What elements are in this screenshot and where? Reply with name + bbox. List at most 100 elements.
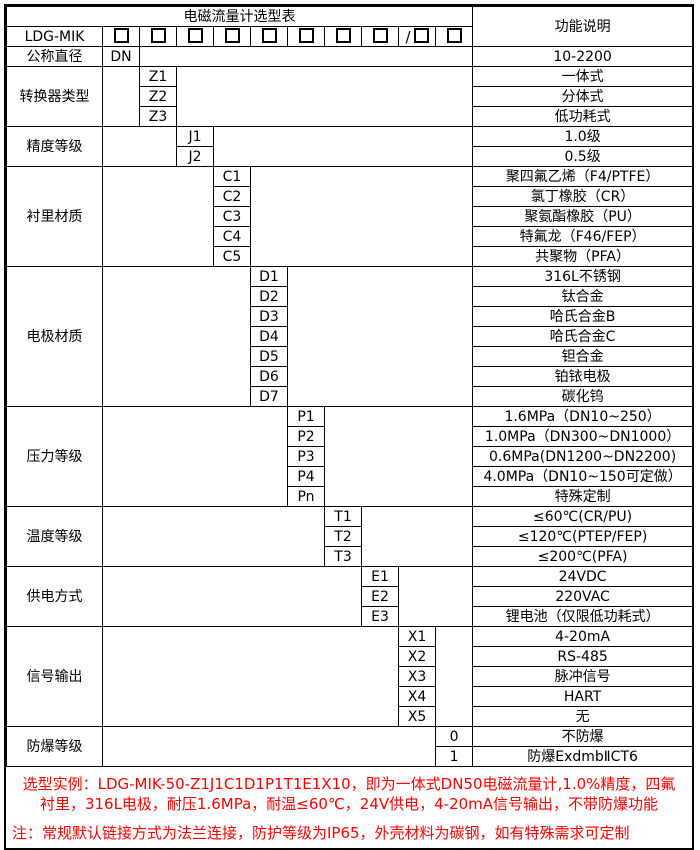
desc-e3: 锂电池（仅限低功耗式） bbox=[472, 606, 694, 627]
desc-x3: 脉冲信号 bbox=[472, 666, 694, 687]
desc-t1: ≤60℃(CR/PU) bbox=[472, 506, 694, 527]
table-row: 转换器类型 Z1 一体式 bbox=[6, 66, 694, 127]
table-row: T3 ≤200℃(PFA) bbox=[7, 546, 694, 567]
code-p2: P2 bbox=[287, 426, 325, 447]
code-x4: X4 bbox=[398, 686, 436, 707]
table-row: T2 ≤120℃(PTEP/FEP) bbox=[7, 526, 694, 547]
code-x5: X5 bbox=[398, 706, 436, 727]
section-label-accuracy-grade: 精度等级 bbox=[6, 126, 103, 167]
table-row: Pn 特殊定制 bbox=[7, 486, 694, 507]
checkbox-icon bbox=[335, 27, 351, 43]
empty-cell bbox=[102, 566, 362, 627]
empty-cell bbox=[102, 726, 436, 767]
model-code-cell-2 bbox=[139, 26, 177, 47]
code-p3: P3 bbox=[287, 446, 325, 467]
desc-d2: 钛合金 bbox=[472, 286, 694, 307]
model-code-cell-7 bbox=[324, 26, 362, 47]
desc-c3: 聚氨酯橡胶（PU） bbox=[472, 206, 694, 227]
code-d5: D5 bbox=[250, 346, 288, 367]
code-x1: X1 bbox=[398, 626, 436, 647]
empty-cell bbox=[212, 126, 474, 167]
desc-x2: RS-485 bbox=[472, 646, 694, 667]
desc-t3: ≤200℃(PFA) bbox=[472, 546, 694, 567]
checkbox-icon bbox=[446, 27, 462, 43]
table-row: 精度等级 J1 1.0级 bbox=[6, 126, 694, 167]
checkbox-icon bbox=[298, 27, 314, 43]
page-title: 电磁流量计选型表 bbox=[5, 6, 474, 27]
desc-c2: 氯丁橡胶（CR） bbox=[472, 186, 694, 207]
selection-example-note: 选型实例：LDG-MIK-50-Z1J1C1D1P1T1E1X10，即为一体式D… bbox=[22, 775, 676, 813]
table-row: P4 4.0MPa（DN10~150可定做） bbox=[7, 466, 694, 487]
desc-dn: 10-2200 bbox=[472, 46, 694, 67]
section-label-signal-output: 信号输出 bbox=[6, 626, 103, 727]
code-p4: P4 bbox=[287, 466, 325, 487]
section-label-electrode-material: 电极材质 bbox=[6, 266, 103, 407]
table-row: P2 1.0MPa（DN300~DN1000） bbox=[7, 426, 694, 447]
desc-e1: 24VDC bbox=[472, 566, 694, 587]
code-pn: Pn bbox=[287, 486, 325, 507]
checkbox-icon bbox=[224, 27, 240, 43]
desc-pn: 特殊定制 bbox=[472, 486, 694, 507]
empty-cell bbox=[323, 406, 474, 507]
table-row: X3 脉冲信号 bbox=[7, 666, 694, 687]
code-c5: C5 bbox=[213, 246, 251, 267]
code-d1: D1 bbox=[250, 266, 288, 287]
desc-c1: 聚四氟乙烯（F4/PTFE） bbox=[472, 166, 694, 187]
model-code-cell-3 bbox=[176, 26, 214, 47]
empty-cell bbox=[102, 626, 399, 727]
empty-cell bbox=[102, 266, 251, 407]
code-e3: E3 bbox=[361, 606, 399, 627]
desc-d4: 哈氏合金C bbox=[472, 326, 694, 347]
empty-cell bbox=[138, 46, 474, 67]
empty-cell bbox=[286, 266, 474, 407]
model-code-cell-4 bbox=[213, 26, 251, 47]
table-row: 1 防爆ExdmbⅡCT6 bbox=[7, 746, 694, 767]
code-d6: D6 bbox=[250, 366, 288, 387]
code-j2: J2 bbox=[176, 146, 214, 167]
section-label-pressure-grade: 压力等级 bbox=[6, 406, 103, 507]
empty-cell bbox=[102, 406, 288, 507]
code-t2: T2 bbox=[324, 526, 362, 547]
empty-cell bbox=[102, 166, 214, 267]
code-e1: E1 bbox=[361, 566, 399, 587]
desc-d3: 哈氏合金B bbox=[472, 306, 694, 327]
desc-z2: 分体式 bbox=[472, 86, 694, 107]
desc-p1: 1.6MPa（DN10~250） bbox=[472, 406, 694, 427]
desc-c5: 共聚物（PFA） bbox=[472, 246, 694, 267]
model-code-cell-10 bbox=[434, 26, 474, 47]
table-row: D3 哈氏合金B bbox=[7, 306, 694, 327]
code-d7: D7 bbox=[250, 386, 288, 407]
table-row: D7 碳化钨 bbox=[7, 386, 694, 407]
code-dn: DN bbox=[102, 46, 140, 67]
code-d2: D2 bbox=[250, 286, 288, 307]
desc-x4: HART bbox=[472, 686, 694, 707]
code-e2: E2 bbox=[361, 586, 399, 607]
table-row: E2 220VAC bbox=[7, 586, 694, 607]
desc-j2: 0.5级 bbox=[472, 146, 694, 167]
checkbox-icon bbox=[113, 27, 129, 43]
code-c1: C1 bbox=[213, 166, 251, 187]
table-row: 公称直径 DN 10-2200 bbox=[6, 46, 694, 67]
code-z3: Z3 bbox=[139, 106, 177, 127]
desc-1: 防爆ExdmbⅡCT6 bbox=[472, 746, 694, 767]
model-code-cell-8 bbox=[361, 26, 399, 47]
checkbox-icon bbox=[372, 27, 388, 43]
section-label-lining-material: 衬里材质 bbox=[6, 166, 103, 267]
code-c3: C3 bbox=[213, 206, 251, 227]
model-code-cell-9: / bbox=[398, 26, 436, 47]
model-code-cell-5 bbox=[250, 26, 288, 47]
table-row: 压力等级 P1 1.6MPa（DN10~250） bbox=[6, 406, 694, 507]
empty-cell bbox=[175, 66, 474, 127]
desc-z1: 一体式 bbox=[472, 66, 694, 87]
section-label-power-supply: 供电方式 bbox=[6, 566, 103, 627]
section-label-explosion-proof-grade: 防爆等级 bbox=[6, 726, 103, 767]
section-label-temperature-grade: 温度等级 bbox=[6, 506, 103, 567]
desc-d6: 铂铱电极 bbox=[472, 366, 694, 387]
selection-table: 电磁流量计选型表 功能说明 LDG-MIK / 公称直径 DN 10-2200 bbox=[5, 6, 694, 767]
code-c2: C2 bbox=[213, 186, 251, 207]
code-d3: D3 bbox=[250, 306, 288, 327]
model-code-cell-6 bbox=[287, 26, 325, 47]
table-row: 防爆等级 0 不防爆 bbox=[6, 726, 694, 767]
desc-t2: ≤120℃(PTEP/FEP) bbox=[472, 526, 694, 547]
empty-cell bbox=[102, 506, 325, 567]
